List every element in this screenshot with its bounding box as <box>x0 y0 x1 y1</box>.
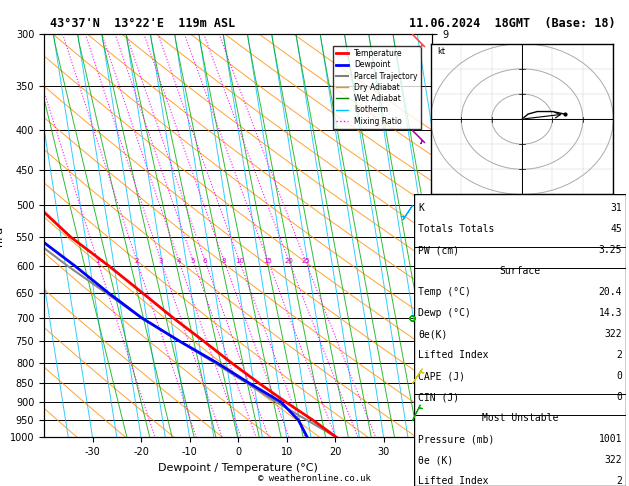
Text: Mixing Ratio (g/kg): Mixing Ratio (g/kg) <box>486 190 496 282</box>
Text: 8: 8 <box>222 258 226 263</box>
Text: Lifted Index: Lifted Index <box>418 476 489 486</box>
Text: 3: 3 <box>159 258 164 263</box>
Text: 2: 2 <box>135 258 139 263</box>
Text: © weatheronline.co.uk: © weatheronline.co.uk <box>258 474 371 483</box>
Text: 2: 2 <box>616 350 622 360</box>
Text: 2: 2 <box>616 476 622 486</box>
Text: 4: 4 <box>177 258 181 263</box>
Text: kt: kt <box>437 47 445 56</box>
Text: 11.06.2024  18GMT  (Base: 18): 11.06.2024 18GMT (Base: 18) <box>409 17 615 30</box>
Text: 25: 25 <box>301 258 309 263</box>
Text: θe(K): θe(K) <box>418 329 447 339</box>
Text: 14.3: 14.3 <box>599 308 622 318</box>
Text: CIN (J): CIN (J) <box>418 392 459 402</box>
Y-axis label: km
ASL: km ASL <box>460 236 478 257</box>
Text: 1001: 1001 <box>599 434 622 444</box>
Text: 43°37'N  13°22'E  119m ASL: 43°37'N 13°22'E 119m ASL <box>50 17 236 30</box>
Text: 10: 10 <box>235 258 244 263</box>
Text: 322: 322 <box>604 455 622 465</box>
Text: 45: 45 <box>611 224 622 234</box>
Text: 3.25: 3.25 <box>599 245 622 255</box>
Text: Surface: Surface <box>499 266 541 276</box>
X-axis label: Dewpoint / Temperature (°C): Dewpoint / Temperature (°C) <box>158 463 318 473</box>
Text: 5: 5 <box>191 258 195 263</box>
Text: Most Unstable: Most Unstable <box>482 413 559 423</box>
Text: 20: 20 <box>284 258 293 263</box>
Legend: Temperature, Dewpoint, Parcel Trajectory, Dry Adiabat, Wet Adiabat, Isotherm, Mi: Temperature, Dewpoint, Parcel Trajectory… <box>333 46 421 129</box>
Text: θe (K): θe (K) <box>418 455 454 465</box>
Text: Pressure (mb): Pressure (mb) <box>418 434 494 444</box>
Text: 6: 6 <box>203 258 207 263</box>
Text: Dewp (°C): Dewp (°C) <box>418 308 471 318</box>
Text: 1: 1 <box>95 258 100 263</box>
Text: Lifted Index: Lifted Index <box>418 350 489 360</box>
Text: 0: 0 <box>616 371 622 381</box>
Text: 322: 322 <box>604 329 622 339</box>
Text: 20.4: 20.4 <box>599 287 622 297</box>
Text: Temp (°C): Temp (°C) <box>418 287 471 297</box>
Text: 31: 31 <box>611 203 622 213</box>
Text: 0: 0 <box>616 392 622 402</box>
Text: 15: 15 <box>264 258 272 263</box>
Text: K: K <box>418 203 424 213</box>
Y-axis label: hPa: hPa <box>0 226 4 246</box>
Text: CAPE (J): CAPE (J) <box>418 371 465 381</box>
Text: Totals Totals: Totals Totals <box>418 224 494 234</box>
FancyBboxPatch shape <box>414 194 626 486</box>
Text: PW (cm): PW (cm) <box>418 245 459 255</box>
